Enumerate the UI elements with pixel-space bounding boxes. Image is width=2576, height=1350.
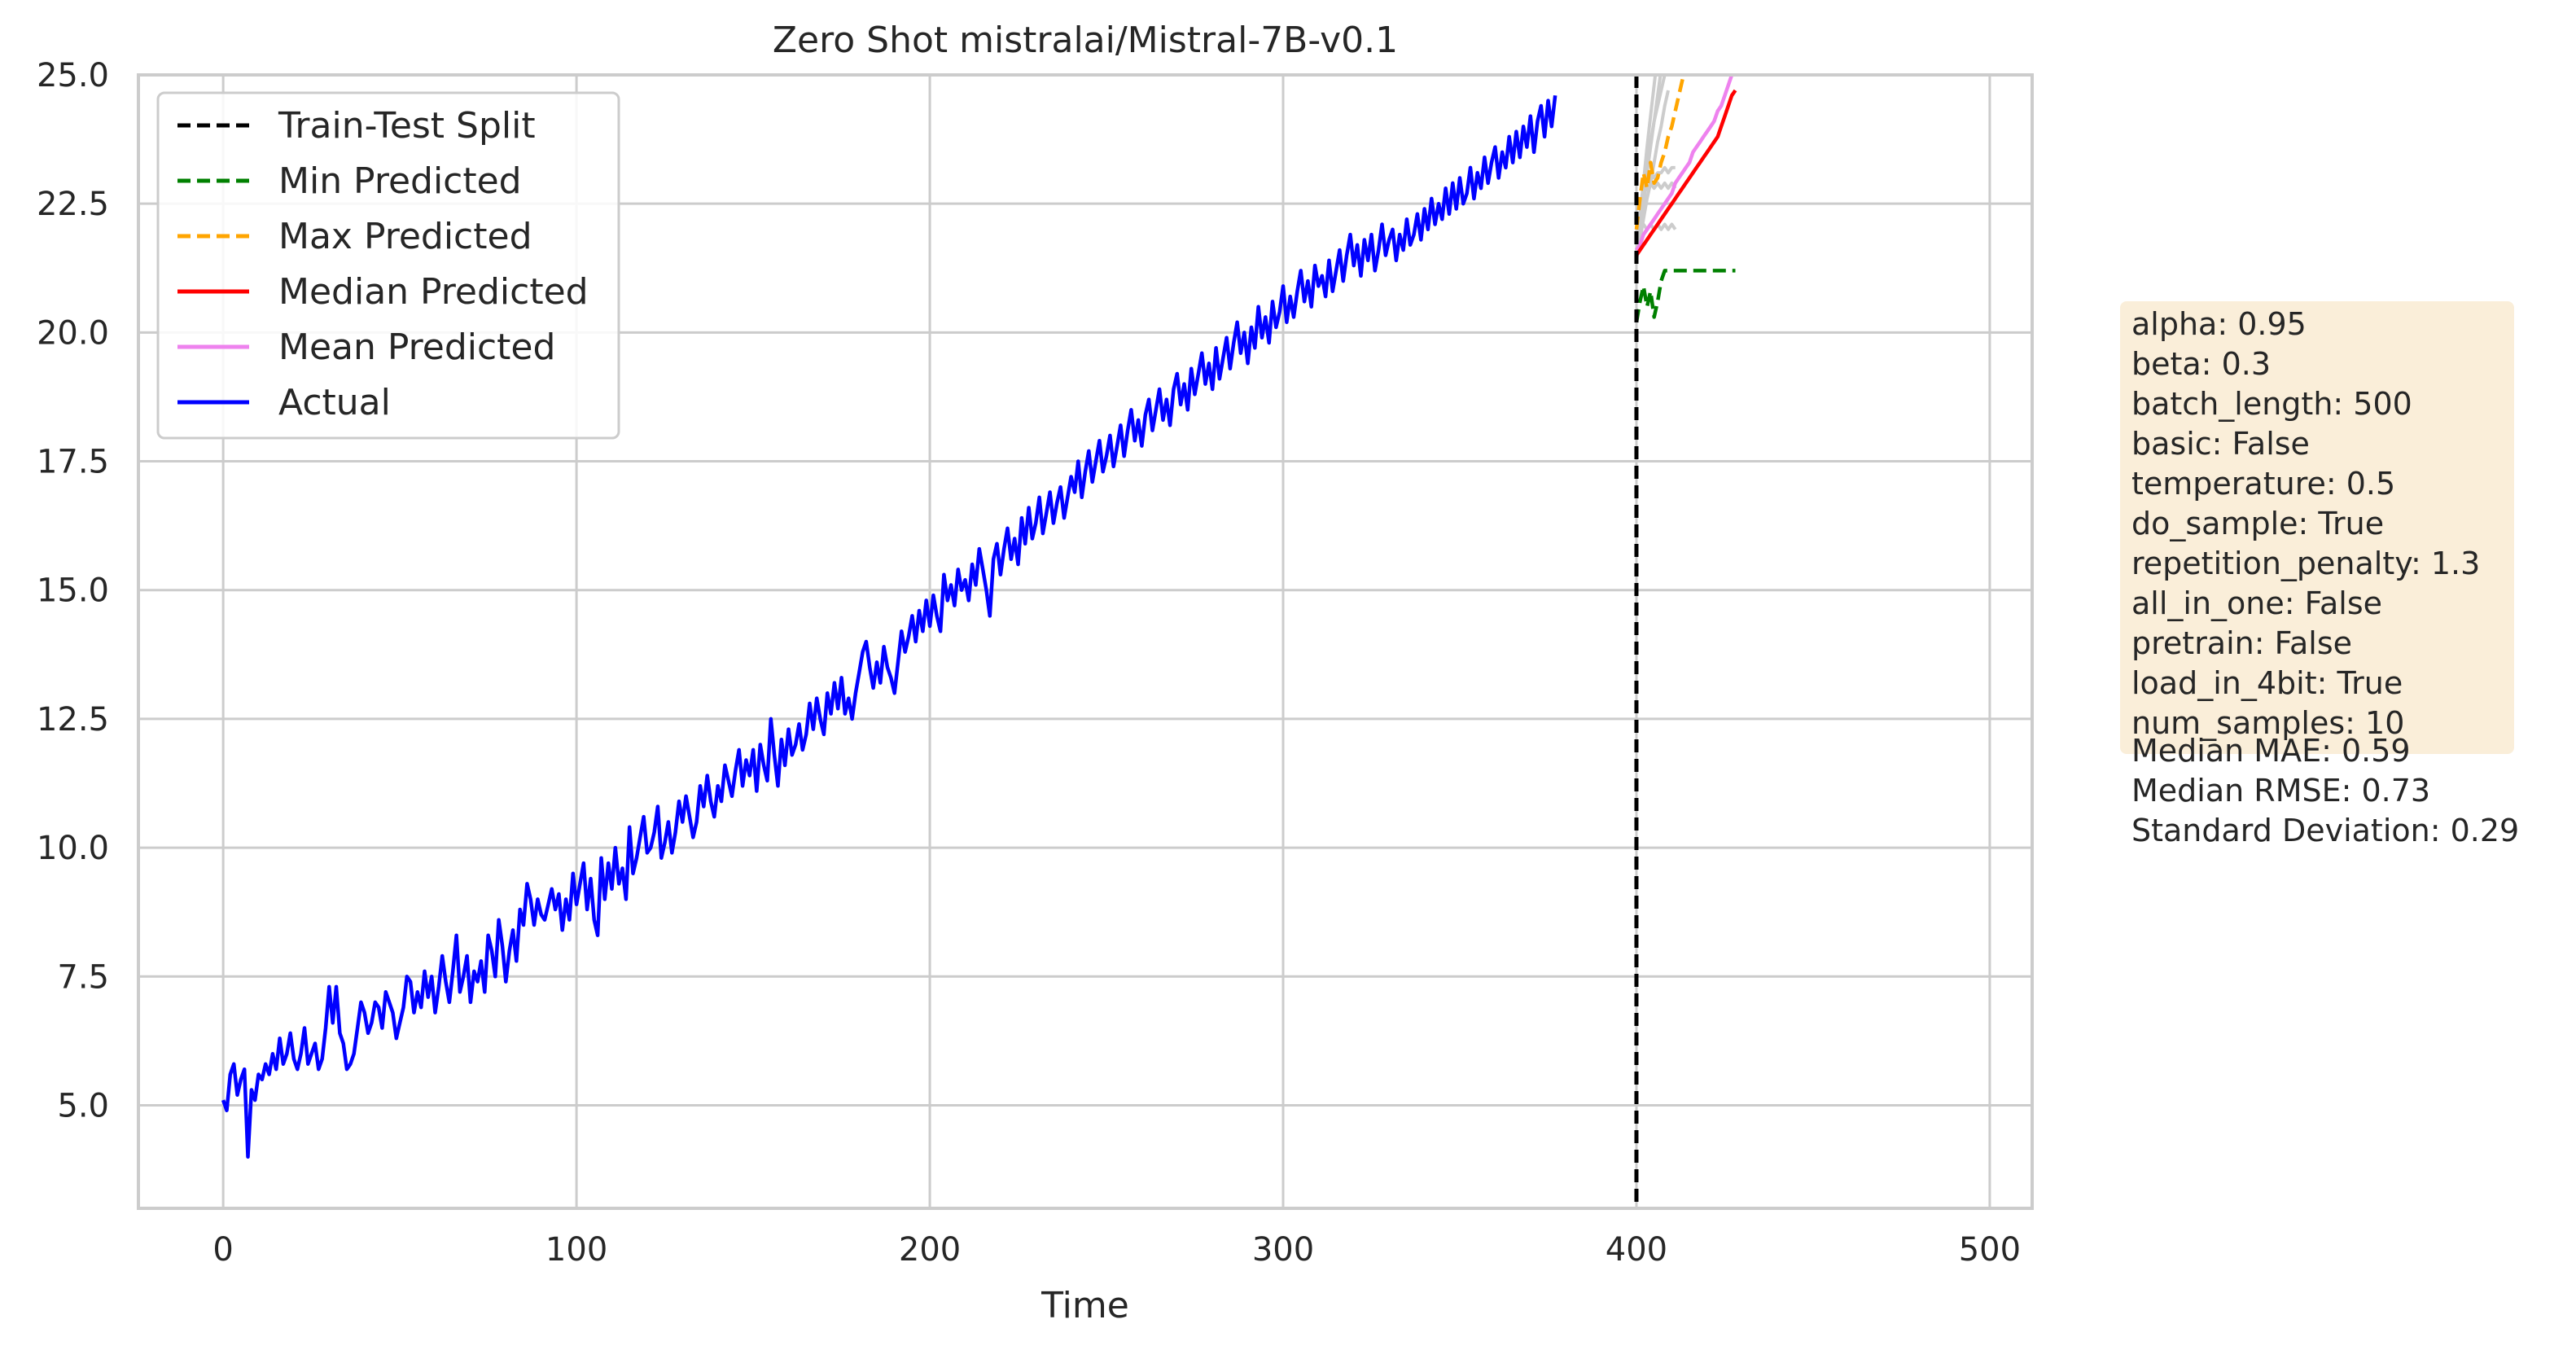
y-tick-label: 15.0: [37, 572, 109, 610]
y-tick-label: 25.0: [37, 57, 109, 94]
grid-lines: [138, 73, 2032, 1208]
y-tick-label: 5.0: [57, 1087, 109, 1124]
y-tick-label: 20.0: [37, 314, 109, 352]
tick-labels: 0 100 200 300 400 500 5.0 7.5 10.0 12.5 15.0 17.5 20…: [37, 57, 2021, 1269]
y-tick-label: 7.5: [57, 958, 109, 996]
median-predicted-line: [1635, 89, 1737, 256]
y-tick-label: 10.0: [37, 830, 109, 867]
x-tick-label: 100: [545, 1231, 607, 1269]
legend: Train-Test Split Min Predicted Max Predict…: [156, 91, 620, 440]
chart-title: Zero Shot mistralai/Mistral-7B-v0.1: [773, 20, 1398, 61]
min-predicted-line: [1634, 269, 1736, 323]
y-tick-label: 17.5: [37, 444, 109, 481]
x-tick-label: 500: [1959, 1231, 2021, 1269]
parameters-box: [2120, 301, 2514, 754]
parameters-text: alpha: 0.95 beta: 0.3 batch_length: 500 …: [2131, 306, 2481, 741]
legend-label: Mean Predicted: [278, 327, 555, 368]
legend-box: [156, 91, 620, 440]
mean-predicted-line: [1635, 75, 1734, 252]
axes-frame: [137, 73, 2034, 1210]
y-tick-label: 12.5: [37, 701, 109, 739]
actual-line: [221, 95, 1557, 1159]
legend-label: Train-Test Split: [278, 105, 536, 147]
plot-border: [137, 73, 2034, 1210]
max-predicted-line: [1634, 75, 1686, 230]
legend-label: Actual: [278, 382, 391, 423]
x-axis-label: Time: [1040, 1285, 1129, 1326]
metrics-text: Median MAE: 0.59 Median RMSE: 0.73 Stand…: [2131, 733, 2520, 848]
legend-label: Median Predicted: [278, 271, 589, 313]
y-tick-label: 22.5: [37, 186, 109, 223]
x-tick-label: 400: [1606, 1231, 1667, 1269]
x-tick-label: 0: [212, 1231, 233, 1269]
legend-label: Max Predicted: [278, 216, 532, 257]
x-tick-label: 200: [899, 1231, 961, 1269]
x-tick-label: 300: [1252, 1231, 1314, 1269]
series-lines: [221, 75, 1737, 1208]
legend-label: Min Predicted: [278, 160, 522, 202]
sample-line: [1635, 75, 1667, 251]
